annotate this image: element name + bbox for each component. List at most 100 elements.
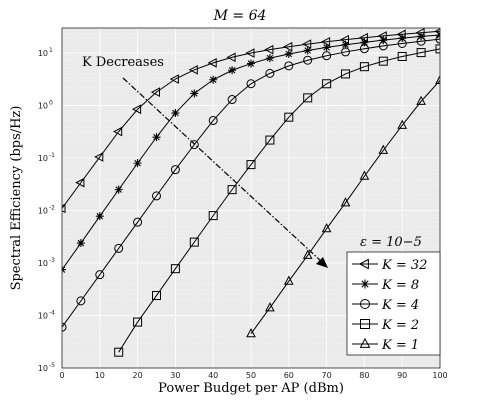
series-layer <box>62 28 440 357</box>
data-point <box>265 135 275 145</box>
data-point <box>435 44 440 54</box>
y-tick-exponent: -2 <box>49 205 55 212</box>
x-tick-label: 80 <box>359 371 369 380</box>
plot-frame <box>61 27 441 369</box>
x-tick-label: 30 <box>170 371 180 380</box>
data-point <box>265 302 275 312</box>
data-point <box>303 93 313 103</box>
data-point <box>246 79 256 89</box>
data-point <box>359 170 370 180</box>
data-point <box>398 34 407 43</box>
legend-label: K = 4 <box>381 298 419 313</box>
data-point <box>171 109 180 118</box>
data-point <box>113 126 123 137</box>
data-point <box>378 56 388 66</box>
data-point <box>227 95 237 105</box>
data-point <box>246 160 256 170</box>
data-point <box>76 296 86 306</box>
data-point <box>322 51 332 61</box>
data-point <box>246 328 256 338</box>
data-point <box>322 43 331 52</box>
data-point <box>245 48 255 58</box>
legend-label: K = 2 <box>381 318 419 333</box>
x-tick-label: 90 <box>397 371 407 380</box>
data-point <box>435 34 440 44</box>
legend-item: K = 1 <box>352 337 419 353</box>
data-point <box>114 185 123 194</box>
x-tick-label: 100 <box>432 371 447 380</box>
data-point <box>207 58 217 68</box>
y-tick-exponent: -4 <box>49 310 55 317</box>
y-tick-label: 10 <box>38 49 48 58</box>
y-tick-label: 10 <box>38 259 48 268</box>
series-K-1 <box>246 74 440 338</box>
x-axis-label: Power Budget per AP (dBm) <box>158 381 344 396</box>
data-point <box>209 75 218 84</box>
data-point <box>133 217 143 227</box>
data-point <box>341 47 350 57</box>
data-point <box>417 32 426 41</box>
legend-item: K = 32 <box>352 258 427 273</box>
data-point <box>283 275 294 285</box>
data-point <box>189 237 199 247</box>
data-point <box>302 39 312 49</box>
data-point <box>284 61 294 71</box>
legend-label: K = 1 <box>381 338 419 353</box>
data-point <box>360 38 369 47</box>
data-point <box>320 36 331 47</box>
series-line <box>250 80 440 335</box>
data-point <box>133 317 143 327</box>
data-point <box>416 36 426 46</box>
data-point <box>169 74 179 84</box>
chart-title: M = 64 <box>213 8 267 24</box>
data-point <box>170 264 180 274</box>
data-point <box>190 89 199 98</box>
data-point <box>341 69 350 79</box>
data-point <box>378 41 388 51</box>
data-point <box>358 32 368 43</box>
data-point <box>359 337 371 348</box>
y-tick-exponent: 1 <box>49 47 53 54</box>
data-point <box>95 212 104 221</box>
data-point <box>247 59 255 68</box>
y-tick-label: 10 <box>38 207 48 216</box>
data-point <box>152 133 161 142</box>
data-point <box>133 159 142 168</box>
data-point <box>303 46 312 55</box>
data-point <box>76 239 85 248</box>
y-axis-label: Spectral Efficiency (bps/Hz) <box>9 106 24 291</box>
data-point <box>396 29 406 40</box>
data-point <box>114 347 124 357</box>
data-point <box>302 249 313 259</box>
data-point <box>359 44 369 54</box>
x-tick-label: 70 <box>322 371 332 380</box>
series-K-2 <box>114 44 440 357</box>
data-point <box>208 211 218 221</box>
data-point <box>283 41 293 52</box>
data-point <box>360 299 370 309</box>
data-point <box>94 152 104 162</box>
x-tick-labels: 0 10 20 30 40 50 60 70 80 90 100 <box>59 371 447 380</box>
data-point <box>228 66 237 75</box>
data-point <box>435 74 440 84</box>
data-point <box>416 95 426 105</box>
data-point <box>227 185 237 195</box>
y-tick-exponent: -3 <box>49 257 55 264</box>
data-point <box>340 197 351 207</box>
data-point <box>189 140 199 150</box>
data-point <box>265 54 274 63</box>
data-point <box>397 51 407 61</box>
data-point <box>379 36 388 45</box>
y-tick-exponent: 0 <box>49 100 53 107</box>
data-point <box>341 40 350 49</box>
k-decreases-annotation: K Decreases <box>82 55 164 70</box>
data-point <box>152 291 161 301</box>
data-point <box>284 112 294 122</box>
series-K-4 <box>62 34 440 332</box>
data-point <box>378 144 389 154</box>
legend-item: K = 8 <box>352 278 419 293</box>
data-point <box>397 38 407 48</box>
x-tick-label: 0 <box>59 371 64 380</box>
data-point <box>377 31 387 41</box>
